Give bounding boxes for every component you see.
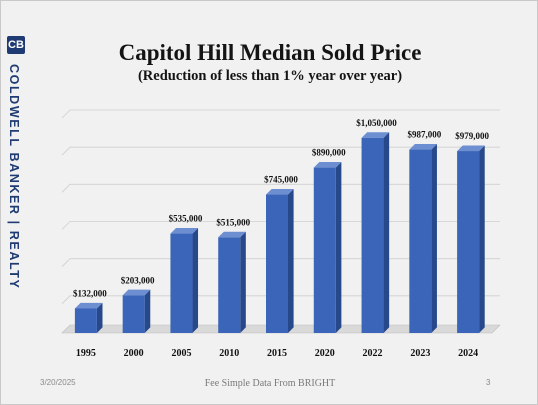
data-label: $1,050,000 bbox=[356, 118, 397, 128]
bar-side bbox=[431, 143, 437, 333]
bar bbox=[218, 237, 241, 333]
bar-top bbox=[122, 289, 151, 296]
gridline bbox=[61, 221, 500, 230]
bar bbox=[457, 151, 480, 333]
x-tick-label: 2005 bbox=[171, 348, 191, 359]
footer-page-number: 3 bbox=[486, 378, 491, 387]
bar bbox=[74, 308, 97, 333]
gridline bbox=[61, 183, 500, 193]
brand-logo-icon: CB bbox=[7, 36, 25, 54]
gridline bbox=[61, 295, 500, 305]
x-tick-label: 2000 bbox=[124, 348, 144, 359]
bar-top bbox=[266, 188, 294, 195]
x-tick-label: 2015 bbox=[267, 348, 287, 359]
data-label: $535,000 bbox=[169, 214, 203, 224]
bar-top bbox=[170, 227, 199, 234]
data-label: $979,000 bbox=[455, 131, 489, 141]
chart-subtitle: (Reduction of less than 1% year over yea… bbox=[137, 68, 403, 84]
x-tick-label: 2020 bbox=[315, 348, 335, 359]
bar-side bbox=[383, 132, 390, 333]
data-label: $132,000 bbox=[73, 288, 107, 298]
x-tick-label: 2010 bbox=[219, 348, 239, 359]
gridline bbox=[61, 258, 500, 267]
bar-top bbox=[409, 143, 437, 150]
bar-side bbox=[288, 188, 294, 333]
bar-top bbox=[361, 132, 390, 138]
bar-side bbox=[96, 302, 103, 333]
gridline bbox=[61, 146, 500, 156]
footer-date: 3/20/2025 bbox=[40, 378, 76, 387]
bar bbox=[361, 137, 384, 333]
brand-sidebar: CB COLDWELL BANKER | REALTY bbox=[0, 30, 33, 300]
bar-side bbox=[335, 162, 342, 333]
bar-side bbox=[144, 289, 151, 333]
brand-name: COLDWELL BANKER | REALTY bbox=[7, 64, 27, 304]
bar-side bbox=[479, 145, 485, 333]
bar bbox=[170, 233, 193, 333]
data-label: $515,000 bbox=[216, 217, 250, 227]
bar-top bbox=[457, 145, 485, 152]
bar-side bbox=[240, 231, 246, 333]
brand-name-text: COLDWELL BANKER | REALTY bbox=[7, 64, 21, 290]
x-tick-label: 1995 bbox=[76, 348, 96, 359]
footer-source: Fee Simple Data From BRIGHT bbox=[204, 378, 336, 389]
x-tick-label: 2024 bbox=[458, 348, 478, 359]
bar-top bbox=[313, 162, 342, 168]
data-label: $890,000 bbox=[312, 148, 346, 158]
bar-top bbox=[74, 302, 103, 309]
gridline bbox=[61, 109, 500, 119]
data-label: $987,000 bbox=[407, 130, 441, 140]
bar-top bbox=[218, 231, 246, 238]
data-label: $745,000 bbox=[264, 175, 298, 185]
chart-title: Capitol Hill Median Sold Price bbox=[118, 40, 422, 65]
bar-side bbox=[192, 227, 199, 333]
data-label: $203,000 bbox=[121, 275, 155, 285]
bar bbox=[313, 167, 336, 333]
bar bbox=[409, 149, 432, 333]
bar bbox=[266, 194, 288, 333]
x-tick-label: 2022 bbox=[363, 348, 383, 359]
bar bbox=[122, 295, 145, 333]
x-tick-label: 2023 bbox=[410, 348, 430, 359]
